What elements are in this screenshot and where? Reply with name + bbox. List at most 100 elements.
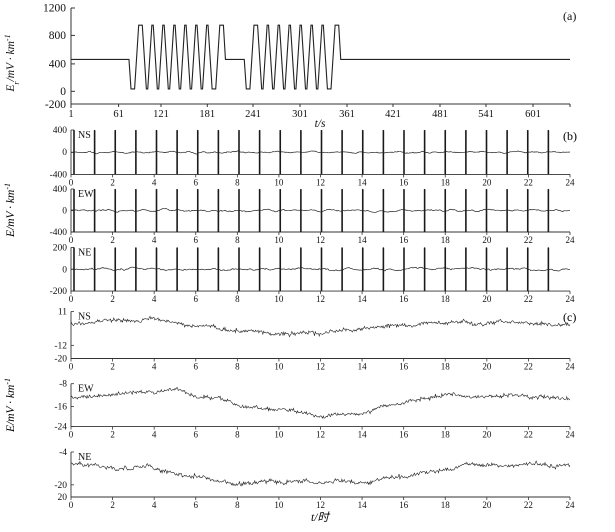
svg-text:20: 20: [58, 493, 68, 503]
svg-text:12: 12: [316, 177, 325, 187]
svg-text:8: 8: [235, 177, 240, 187]
svg-text:-20: -20: [54, 355, 67, 365]
svg-text:-20: -20: [54, 481, 67, 491]
svg-text:24: 24: [566, 235, 576, 245]
svg-text:(b): (b): [563, 129, 577, 143]
svg-text:0: 0: [69, 362, 74, 372]
svg-text:601: 601: [525, 109, 541, 120]
svg-text:NS: NS: [78, 312, 91, 323]
svg-text:16: 16: [399, 177, 409, 187]
svg-text:16: 16: [399, 362, 409, 372]
svg-text:14: 14: [358, 362, 368, 372]
svg-text:0: 0: [69, 430, 74, 440]
svg-text:14: 14: [358, 177, 368, 187]
svg-text:6: 6: [194, 362, 199, 372]
svg-text:-4: -4: [59, 448, 67, 458]
svg-text:11: 11: [58, 308, 67, 318]
svg-text:12: 12: [316, 235, 325, 245]
svg-text:0: 0: [69, 294, 74, 304]
svg-text:12: 12: [316, 500, 325, 510]
svg-text:22: 22: [524, 235, 533, 245]
svg-text:-24: -24: [54, 423, 67, 433]
svg-text:24: 24: [566, 362, 576, 372]
svg-text:4: 4: [152, 177, 157, 187]
svg-text:14: 14: [358, 500, 368, 510]
svg-text:121: 121: [153, 109, 169, 120]
svg-text:16: 16: [399, 500, 409, 510]
svg-text:8: 8: [235, 430, 240, 440]
svg-text:-8: -8: [59, 380, 67, 390]
svg-text:12: 12: [316, 430, 325, 440]
svg-text:-200: -200: [50, 287, 68, 297]
svg-text:0: 0: [69, 177, 74, 187]
svg-text:12: 12: [316, 294, 325, 304]
svg-text:181: 181: [199, 109, 215, 120]
svg-text:E/mV · km-1: E/mV · km-1: [3, 183, 18, 238]
svg-text:16: 16: [399, 235, 409, 245]
svg-text:24: 24: [566, 294, 576, 304]
svg-text:18: 18: [441, 430, 451, 440]
svg-text:14: 14: [358, 294, 368, 304]
svg-text:20: 20: [482, 294, 492, 304]
svg-text:241: 241: [245, 109, 261, 120]
svg-text:10: 10: [274, 294, 284, 304]
svg-text:1: 1: [68, 109, 73, 120]
svg-text:24: 24: [566, 177, 576, 187]
svg-text:800: 800: [49, 30, 67, 42]
svg-text:22: 22: [524, 430, 533, 440]
svg-text:24: 24: [566, 430, 576, 440]
svg-text:61: 61: [113, 109, 124, 120]
svg-text:4: 4: [152, 362, 157, 372]
svg-text:22: 22: [524, 177, 533, 187]
svg-text:2: 2: [110, 177, 115, 187]
svg-text:6: 6: [194, 294, 199, 304]
svg-text:10: 10: [274, 430, 284, 440]
svg-text:400: 400: [53, 185, 68, 195]
svg-text:22: 22: [524, 294, 533, 304]
svg-text:4: 4: [152, 294, 157, 304]
svg-text:18: 18: [441, 235, 451, 245]
svg-text:24: 24: [566, 500, 576, 510]
svg-text:10: 10: [274, 177, 284, 187]
svg-text:16: 16: [399, 294, 409, 304]
svg-text:-12: -12: [54, 341, 67, 351]
svg-text:421: 421: [385, 109, 401, 120]
svg-text:(a): (a): [563, 9, 576, 23]
svg-text:200: 200: [53, 243, 68, 253]
svg-text:6: 6: [194, 430, 199, 440]
svg-text:301: 301: [292, 109, 308, 120]
svg-text:8: 8: [235, 362, 240, 372]
svg-text:481: 481: [432, 109, 448, 120]
svg-text:2: 2: [110, 235, 115, 245]
svg-text:EW: EW: [78, 189, 94, 200]
svg-text:-400: -400: [50, 170, 68, 180]
svg-text:16: 16: [399, 430, 409, 440]
svg-text:6: 6: [194, 500, 199, 510]
svg-text:6: 6: [194, 235, 199, 245]
svg-text:14: 14: [358, 235, 368, 245]
svg-text:361: 361: [339, 109, 355, 120]
svg-text:t/时: t/时: [311, 511, 330, 524]
svg-text:22: 22: [524, 500, 533, 510]
svg-text:t/s: t/s: [315, 118, 326, 130]
svg-text:0: 0: [62, 265, 67, 275]
svg-text:12: 12: [316, 362, 325, 372]
svg-text:10: 10: [274, 235, 284, 245]
svg-text:400: 400: [49, 59, 67, 71]
svg-text:22: 22: [524, 362, 533, 372]
svg-text:4: 4: [152, 235, 157, 245]
svg-text:6: 6: [194, 177, 199, 187]
svg-text:18: 18: [441, 500, 451, 510]
svg-text:18: 18: [441, 362, 451, 372]
svg-text:1200: 1200: [43, 3, 66, 15]
svg-text:2: 2: [110, 362, 115, 372]
svg-text:2: 2: [110, 294, 115, 304]
svg-text:18: 18: [441, 177, 451, 187]
svg-text:8: 8: [235, 500, 240, 510]
svg-text:20: 20: [482, 362, 492, 372]
svg-text:-400: -400: [50, 228, 68, 238]
svg-text:20: 20: [482, 430, 492, 440]
svg-text:4: 4: [152, 430, 157, 440]
svg-text:0: 0: [60, 86, 66, 98]
svg-text:10: 10: [274, 500, 284, 510]
